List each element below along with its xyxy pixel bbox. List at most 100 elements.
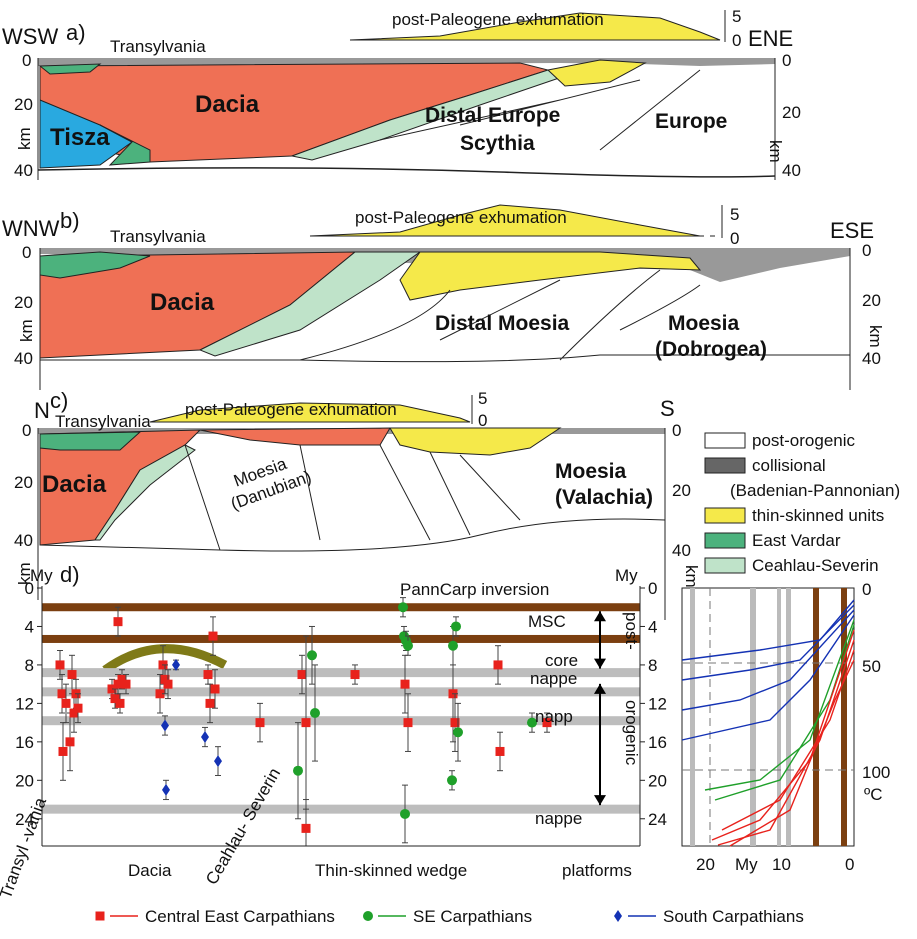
y-tick-label: 0 xyxy=(862,580,871,599)
data-point xyxy=(209,632,218,641)
data-point xyxy=(293,766,303,776)
x-label: Ceahlau- Severin xyxy=(202,765,284,888)
unit-label: Scythia xyxy=(460,132,535,155)
y-tick-label: 4 xyxy=(648,617,657,636)
data-point xyxy=(403,641,413,651)
depth-tick: 0 xyxy=(862,241,871,260)
x-label: platforms xyxy=(562,861,632,880)
y-tick-label: 12 xyxy=(15,694,34,713)
data-point xyxy=(401,680,410,689)
legend-label: post-orogenic xyxy=(752,431,856,450)
data-point xyxy=(122,680,131,689)
unit-label: Europe xyxy=(655,110,727,133)
depth-tick: 40 xyxy=(14,531,33,550)
exhumation-label: post-Paleogene exhumation xyxy=(185,400,397,419)
depth-unit: km xyxy=(17,319,36,342)
data-point xyxy=(453,727,463,737)
y-tick-label: 16 xyxy=(15,733,34,752)
x-axis-label: My xyxy=(735,855,758,874)
depth-tick: 20 xyxy=(782,103,801,122)
data-point xyxy=(256,718,265,727)
orientation: S xyxy=(660,396,675,421)
data-point xyxy=(116,699,125,708)
data-point xyxy=(66,737,75,746)
data-point xyxy=(447,775,457,785)
data-point xyxy=(614,910,622,922)
legend-label: SE Carpathians xyxy=(413,907,532,926)
depth-tick: 20 xyxy=(14,473,33,492)
depth-unit: km xyxy=(682,565,701,588)
depth-tick: 40 xyxy=(672,541,691,560)
figure: WSW a) Transylvania post-Paleogene exhum… xyxy=(0,0,917,934)
depth-unit: km xyxy=(766,140,785,163)
band xyxy=(42,603,640,611)
section-c: N c) Transylvania post-Paleogene exhumat… xyxy=(14,388,701,620)
data-point xyxy=(214,755,222,767)
data-point xyxy=(206,699,215,708)
data-point xyxy=(448,641,458,651)
band-label: nappe xyxy=(530,669,577,688)
band-label: nappe xyxy=(535,809,582,828)
depth-unit: km xyxy=(866,325,885,348)
section-b: WNW b) Transylvania post-Paleogene exhum… xyxy=(2,205,885,390)
data-point xyxy=(204,670,213,679)
depth-tick: 20 xyxy=(14,95,33,114)
band-label: core xyxy=(545,651,578,670)
region-label: Transylvania xyxy=(55,412,151,431)
y-tick-label: 20 xyxy=(15,771,34,790)
exhumation-label: post-Paleogene exhumation xyxy=(392,10,604,29)
y-axis-label: ºC xyxy=(864,785,883,804)
y-tick-label: 0 xyxy=(25,579,34,598)
panel-label: c) xyxy=(50,388,68,413)
data-point xyxy=(74,704,83,713)
depth-tick: 20 xyxy=(14,293,33,312)
legend-label: Central East Carpathians xyxy=(145,907,335,926)
depth-unit: km xyxy=(15,127,34,150)
legend-label: (Badenian-Pannonian) xyxy=(730,481,900,500)
y-tick-label: 20 xyxy=(648,771,667,790)
section-a: WSW a) Transylvania post-Paleogene exhum… xyxy=(2,7,801,180)
data-point xyxy=(164,680,173,689)
region-label: Transylvania xyxy=(110,37,206,56)
y-tick-label: 12 xyxy=(648,694,667,713)
data-point xyxy=(201,731,209,743)
depth-tick: 20 xyxy=(672,481,691,500)
scale-tick: 0 xyxy=(730,229,739,248)
data-point xyxy=(307,650,317,660)
unit-label: (Valachia) xyxy=(555,486,653,509)
orientation: N xyxy=(34,398,50,423)
x-tick-label: 0 xyxy=(845,855,854,874)
dacia-unit xyxy=(200,428,390,445)
data-point xyxy=(404,718,413,727)
region-label: Transylvania xyxy=(110,227,206,246)
data-point xyxy=(363,911,373,921)
y-tick-label: 16 xyxy=(648,733,667,752)
data-point xyxy=(400,809,410,819)
data-point xyxy=(56,660,65,669)
thermal-panel: 20 My 10 0 0 50 100 ºC xyxy=(682,580,890,874)
data-point xyxy=(162,784,170,796)
data-point xyxy=(68,670,77,679)
band xyxy=(42,635,640,643)
scale-tick: 0 xyxy=(732,31,741,50)
orientation: ENE xyxy=(748,26,793,51)
legend-label: South Carpathians xyxy=(663,907,804,926)
panel-label: d) xyxy=(60,562,80,587)
depth-tick: 40 xyxy=(862,349,881,368)
data-point xyxy=(302,824,311,833)
data-point xyxy=(58,689,67,698)
data-point xyxy=(310,708,320,718)
depth-tick: 40 xyxy=(14,349,33,368)
unit-label: Tisza xyxy=(50,124,110,151)
y-tick-label: 8 xyxy=(648,656,657,675)
data-point xyxy=(351,670,360,679)
data-point xyxy=(211,684,220,693)
data-point xyxy=(398,602,408,612)
scale-tick: 5 xyxy=(478,389,487,408)
data-point xyxy=(298,670,307,679)
band-label: PannCarp inversion xyxy=(400,580,549,599)
unit-label: Dacia xyxy=(42,471,107,498)
x-tick-label: 10 xyxy=(772,855,791,874)
data-point xyxy=(496,747,505,756)
band-label: napp xyxy=(535,707,573,726)
